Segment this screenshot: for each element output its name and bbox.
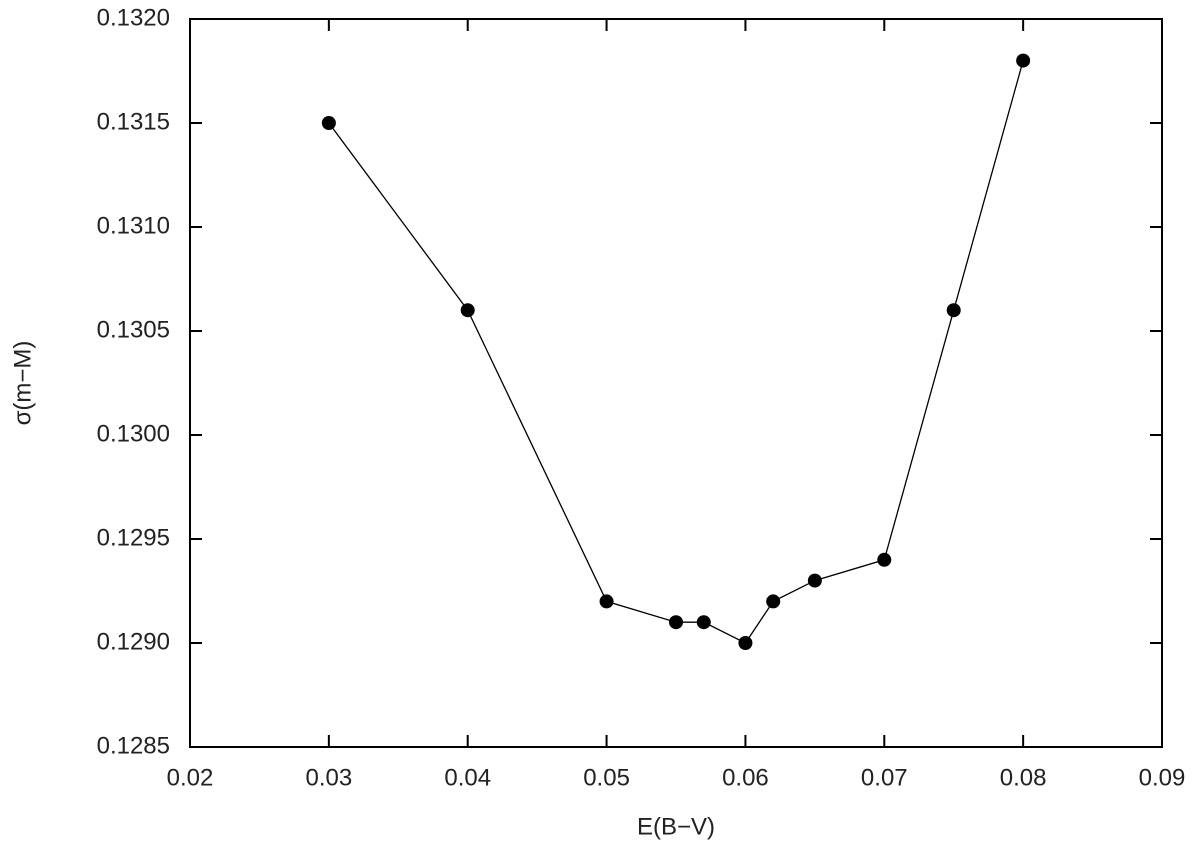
x-tick-label: 0.06 (722, 764, 769, 791)
y-tick-label: 0.1285 (97, 732, 170, 759)
y-tick-label: 0.1320 (97, 4, 170, 31)
data-line (328, 60, 1024, 644)
data-point (877, 552, 892, 567)
y-tick-label: 0.1310 (97, 212, 170, 239)
data-point (1016, 53, 1031, 68)
data-point (669, 615, 683, 630)
y-tick-label: 0.1315 (97, 108, 170, 135)
x-tick-label: 0.03 (305, 764, 352, 791)
data-point (807, 573, 822, 588)
x-tick-label: 0.05 (583, 764, 630, 791)
y-tick-label: 0.1300 (97, 420, 170, 447)
y-tick-label: 0.1290 (97, 628, 170, 655)
y-tick-label: 0.1305 (97, 316, 170, 343)
x-axis-label: E(B−V) (637, 813, 715, 840)
data-point (321, 116, 336, 130)
x-tick-label: 0.09 (1139, 764, 1186, 791)
x-tick-label: 0.02 (167, 764, 214, 791)
data-point (599, 594, 614, 609)
data-point (766, 594, 781, 609)
x-tick-label: 0.08 (1000, 764, 1047, 791)
y-tick-label: 0.1295 (97, 524, 170, 551)
x-tick-label: 0.07 (861, 764, 908, 791)
x-tick-label: 0.04 (444, 764, 491, 791)
plot-frame (189, 18, 1163, 748)
data-point (696, 615, 711, 630)
data-point (738, 636, 753, 650)
data-point (460, 303, 475, 318)
data-point (946, 303, 961, 318)
y-axis-label: σ(m−M) (9, 341, 36, 426)
